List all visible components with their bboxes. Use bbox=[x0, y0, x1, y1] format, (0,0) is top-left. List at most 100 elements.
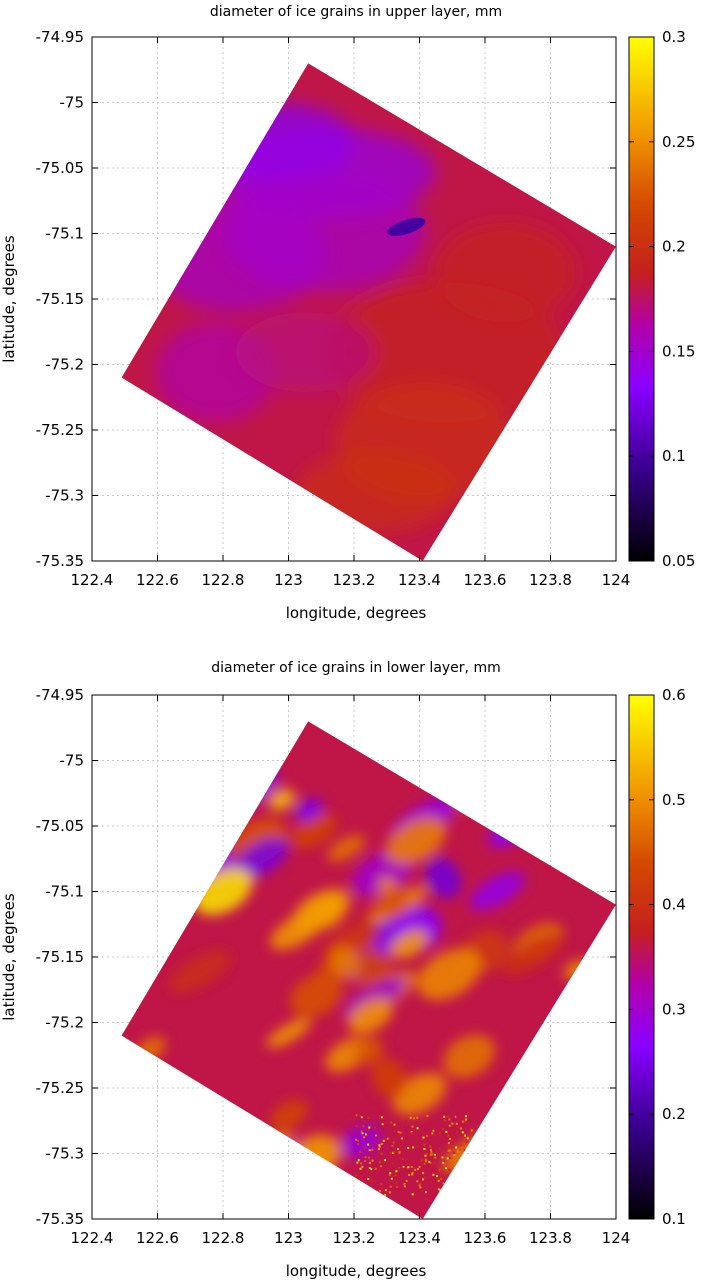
texture-patch bbox=[270, 1099, 308, 1130]
speckle bbox=[442, 1127, 445, 1130]
y-tick-label: -75.3 bbox=[45, 1145, 84, 1163]
colorbar-tick-label: 0.2 bbox=[662, 238, 686, 256]
speckle bbox=[443, 1119, 446, 1122]
speckle bbox=[448, 1168, 451, 1171]
speckle bbox=[453, 1154, 456, 1157]
speckle bbox=[402, 1165, 405, 1168]
speckle bbox=[413, 1117, 416, 1120]
x-tick-label: 122.8 bbox=[202, 1229, 245, 1247]
y-tick-label: -75.15 bbox=[36, 290, 84, 308]
speckle bbox=[408, 1173, 411, 1176]
speckle bbox=[403, 1185, 406, 1188]
charts-root: diameter of ice grains in upper layer, m… bbox=[0, 4, 695, 1280]
speckle bbox=[424, 1158, 427, 1161]
speckle bbox=[463, 1120, 466, 1123]
y-tick-label: -75.05 bbox=[36, 159, 84, 177]
speckle bbox=[393, 1129, 396, 1132]
speckle bbox=[456, 1150, 459, 1153]
speckle bbox=[423, 1143, 426, 1146]
speckle bbox=[425, 1153, 428, 1156]
speckle bbox=[380, 1165, 383, 1168]
speckle bbox=[380, 1116, 383, 1119]
speckle bbox=[410, 1165, 413, 1168]
x-tick-label: 123.2 bbox=[333, 1229, 376, 1247]
speckle bbox=[395, 1181, 398, 1184]
speckle bbox=[470, 1129, 473, 1132]
speckle bbox=[418, 1184, 421, 1187]
speckle bbox=[423, 1147, 426, 1150]
y-tick-label: -75 bbox=[60, 94, 85, 112]
speckle bbox=[456, 1130, 459, 1133]
speckle bbox=[434, 1133, 437, 1136]
speckle bbox=[359, 1150, 362, 1153]
texture-patch bbox=[371, 1058, 407, 1098]
speckle bbox=[411, 1172, 414, 1175]
texture-patch bbox=[417, 948, 482, 1001]
speckle bbox=[391, 1144, 394, 1147]
speckle bbox=[454, 1136, 457, 1139]
texture-patch bbox=[290, 813, 337, 849]
colorbar bbox=[629, 695, 654, 1219]
speckle bbox=[397, 1130, 400, 1133]
speckle bbox=[364, 1156, 367, 1159]
speckle bbox=[405, 1120, 408, 1123]
speckle bbox=[455, 1122, 458, 1125]
texture-patch bbox=[327, 834, 366, 862]
speckle bbox=[357, 1142, 360, 1145]
texture-patch bbox=[168, 950, 232, 993]
speckle bbox=[367, 1156, 370, 1159]
x-tick-label: 122.8 bbox=[202, 571, 245, 589]
speckle bbox=[431, 1153, 434, 1156]
y-axis-label: latitude, degrees bbox=[0, 893, 18, 1021]
speckle bbox=[460, 1127, 463, 1130]
speckle bbox=[403, 1183, 406, 1186]
speckle bbox=[438, 1168, 441, 1171]
x-tick-label: 123.4 bbox=[398, 571, 441, 589]
speckle bbox=[392, 1173, 395, 1176]
speckle bbox=[405, 1179, 408, 1182]
colorbar-tick-label: 0.05 bbox=[662, 552, 695, 570]
speckle bbox=[368, 1149, 371, 1152]
speckle bbox=[451, 1122, 454, 1125]
x-tick-label: 123.8 bbox=[529, 571, 572, 589]
texture-patch bbox=[347, 998, 393, 1034]
speckle bbox=[390, 1177, 393, 1180]
speckle bbox=[422, 1178, 425, 1181]
speckle bbox=[437, 1188, 440, 1191]
speckle bbox=[460, 1143, 463, 1146]
speckle bbox=[416, 1168, 419, 1171]
speckle bbox=[365, 1128, 368, 1131]
speckle bbox=[456, 1115, 459, 1118]
speckle bbox=[388, 1173, 391, 1176]
speckle bbox=[396, 1148, 399, 1151]
speckle bbox=[418, 1165, 421, 1168]
speckle bbox=[371, 1148, 374, 1151]
speckle bbox=[367, 1143, 370, 1146]
speckle bbox=[461, 1120, 464, 1123]
speckle bbox=[398, 1119, 401, 1122]
colorbar-tick-label: 0.15 bbox=[662, 342, 695, 360]
speckle bbox=[398, 1166, 401, 1169]
texture-patch bbox=[354, 948, 393, 990]
speckle bbox=[398, 1151, 401, 1154]
speckle bbox=[394, 1174, 397, 1177]
speckle bbox=[363, 1136, 366, 1139]
texture-patch bbox=[425, 857, 462, 899]
speckle bbox=[357, 1159, 360, 1162]
speckle bbox=[375, 1134, 378, 1137]
speckle bbox=[448, 1124, 451, 1127]
speckle bbox=[438, 1172, 441, 1175]
speckle bbox=[432, 1129, 435, 1132]
speckle bbox=[440, 1177, 443, 1180]
colorbar-tick-label: 0.4 bbox=[662, 896, 686, 914]
speckle bbox=[392, 1141, 395, 1144]
speckle bbox=[393, 1123, 396, 1126]
speckle bbox=[448, 1137, 451, 1140]
speckle bbox=[385, 1126, 388, 1129]
texture-patch bbox=[378, 876, 395, 893]
speckle bbox=[407, 1166, 410, 1169]
y-tick-label: -75.35 bbox=[36, 1210, 84, 1228]
speckle bbox=[412, 1146, 415, 1149]
speckle bbox=[443, 1115, 446, 1118]
speckle bbox=[436, 1185, 439, 1188]
